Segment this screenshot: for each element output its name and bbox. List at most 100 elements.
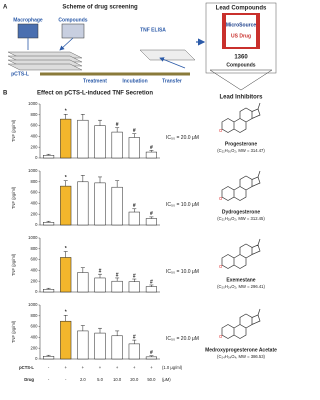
row-value: 20.0 (130, 377, 139, 382)
row-value: + (82, 365, 85, 370)
y-tick-label: 1000 (28, 168, 38, 173)
bar (94, 277, 106, 293)
panel-label: B (3, 91, 8, 97)
compound-formula: (C₂₀H₂₄O₂, MW = 296.41) (217, 284, 265, 289)
error-bar (149, 355, 154, 357)
y-tick-label: 1000 (28, 101, 38, 106)
error-bar (115, 180, 120, 188)
bar (77, 272, 89, 293)
library-count: 1360 (234, 55, 248, 61)
label: TNF ELISA (140, 27, 166, 33)
library-unit: Compounds (226, 62, 255, 68)
compound-plate (61, 23, 85, 39)
bar (94, 182, 106, 226)
bar (111, 131, 123, 159)
y-tick-label: 0 (35, 155, 38, 160)
significance-marker: # (116, 272, 119, 278)
error-bar (63, 180, 68, 187)
label: Transfer (162, 78, 182, 84)
bar (43, 289, 55, 293)
y-tick-label: 800 (31, 179, 39, 184)
y-tick-label: 400 (31, 134, 39, 139)
ic50-label: IC₅₀ = 20.0 μM (166, 336, 199, 342)
row-value: + (64, 365, 67, 370)
error-bar (63, 251, 68, 258)
error-bar (80, 325, 85, 331)
compound-formula: (C₂₁H₂₈O₂, MW = 312.45) (217, 216, 265, 221)
significance-marker: # (133, 203, 136, 209)
y-tick-label: 1000 (28, 235, 38, 240)
elisa-plate (139, 49, 196, 61)
structure (218, 308, 261, 340)
bar (128, 343, 140, 360)
error-bar (80, 114, 85, 121)
label: pCTS-L (11, 71, 29, 77)
bar (94, 332, 106, 360)
panel-title: Effect on pCTS-L-induced TNF Secretion (37, 91, 153, 97)
row-value: + (150, 365, 153, 370)
arrow (159, 57, 186, 69)
row-value: 10.0 (113, 377, 122, 382)
y-tick-label: 800 (31, 246, 39, 251)
significance-marker: * (65, 109, 67, 115)
row-label: pCTS-L (19, 365, 34, 370)
row-value: + (116, 365, 119, 370)
ic50-label: IC₅₀ = 10.0 μM (166, 269, 199, 275)
bar (145, 286, 157, 293)
significance-marker: # (150, 211, 153, 217)
y-axis-label: TNF (pg/ml) (11, 320, 16, 343)
structure (218, 102, 261, 134)
cell-icon (17, 23, 39, 39)
row-value: 5.0 (97, 377, 103, 382)
error-bar (115, 127, 120, 133)
significance-marker: * (65, 310, 67, 316)
y-tick-label: 800 (31, 313, 39, 318)
panel-title: Scheme of drug screening (62, 5, 138, 11)
significance-marker: # (150, 279, 153, 285)
bar (43, 222, 55, 226)
error-bar (63, 315, 68, 322)
bar (128, 211, 140, 226)
y-tick-label: 600 (31, 190, 39, 195)
y-tick-label: 0 (35, 222, 38, 227)
y-tick-label: 0 (35, 289, 38, 294)
error-bar (63, 114, 68, 120)
panel-label: A (3, 5, 8, 11)
bar (43, 356, 55, 360)
y-tick-label: 400 (31, 201, 39, 206)
label: Incubation (122, 78, 147, 84)
compound-name: Medroxyprogesterone Acetate (205, 347, 277, 353)
y-axis-label: TNF (pg/ml) (11, 119, 16, 142)
bar (60, 118, 72, 159)
compound-formula: (C₂₄H₃₄O₄, MW = 386.53) (217, 354, 266, 359)
error-bar (132, 133, 137, 138)
bar (43, 155, 55, 159)
funnel (209, 69, 273, 91)
bar (145, 218, 157, 226)
bar (77, 119, 89, 159)
compound-name: Dydrogesterone (222, 209, 261, 215)
row-value: 2.0 (80, 377, 86, 382)
error-bar (98, 176, 102, 183)
significance-marker: # (133, 128, 136, 134)
arrow (27, 37, 74, 50)
figure: O A Scheme of drug screening Macrophage … (3, 2, 277, 382)
plate-stack (7, 51, 83, 71)
bar (77, 181, 89, 226)
error-bar (149, 284, 154, 287)
significance-marker: # (150, 350, 153, 356)
error-bar (46, 287, 51, 290)
library-brand: MicroSource (226, 22, 257, 28)
y-tick-label: 400 (31, 335, 39, 340)
bar (60, 257, 72, 293)
y-tick-label: 200 (31, 278, 39, 283)
error-bar (46, 220, 51, 223)
error-bar (115, 277, 120, 282)
significance-marker: # (133, 334, 136, 340)
compound-name: Progesterone (225, 141, 257, 147)
bar (111, 280, 123, 293)
structure (218, 170, 261, 202)
label: Compounds (58, 17, 87, 23)
y-tick-label: 0 (35, 356, 38, 361)
y-tick-label: 1000 (28, 302, 38, 307)
